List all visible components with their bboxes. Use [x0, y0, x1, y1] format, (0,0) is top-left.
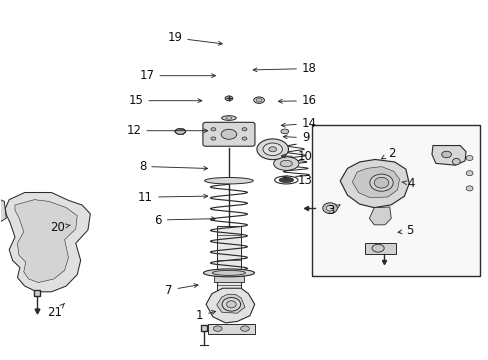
Text: 8: 8	[139, 160, 207, 173]
Text: 7: 7	[165, 284, 198, 297]
Ellipse shape	[369, 174, 392, 191]
Text: 12: 12	[126, 124, 207, 137]
Ellipse shape	[263, 143, 282, 156]
FancyBboxPatch shape	[203, 122, 254, 146]
Ellipse shape	[280, 160, 292, 167]
Ellipse shape	[222, 297, 240, 311]
Ellipse shape	[225, 117, 231, 119]
Ellipse shape	[213, 326, 222, 331]
Ellipse shape	[256, 139, 288, 159]
Ellipse shape	[242, 128, 246, 131]
Text: 4: 4	[401, 177, 414, 190]
Text: 14: 14	[281, 117, 316, 130]
Polygon shape	[5, 193, 90, 292]
Ellipse shape	[226, 301, 236, 308]
Text: 3: 3	[326, 204, 339, 217]
Polygon shape	[15, 200, 77, 283]
Ellipse shape	[371, 244, 384, 252]
Text: 11: 11	[138, 191, 207, 204]
Text: 19: 19	[167, 31, 222, 45]
Polygon shape	[340, 159, 408, 208]
Text: 16: 16	[278, 94, 316, 107]
Ellipse shape	[373, 177, 388, 188]
Bar	[217, 226, 240, 303]
Text: 1: 1	[195, 309, 215, 322]
Ellipse shape	[175, 129, 185, 134]
Polygon shape	[352, 167, 399, 198]
Ellipse shape	[281, 129, 288, 134]
Ellipse shape	[203, 269, 254, 277]
Bar	[214, 276, 243, 282]
Ellipse shape	[441, 151, 450, 158]
Text: 15: 15	[128, 94, 202, 107]
Text: 10: 10	[281, 150, 312, 163]
Ellipse shape	[210, 137, 215, 140]
Ellipse shape	[221, 129, 236, 139]
Ellipse shape	[465, 171, 472, 176]
Text: 5: 5	[397, 224, 412, 237]
Polygon shape	[368, 207, 390, 225]
Ellipse shape	[204, 177, 253, 184]
Ellipse shape	[465, 186, 472, 191]
Polygon shape	[431, 145, 465, 165]
Ellipse shape	[273, 157, 298, 170]
Polygon shape	[216, 294, 244, 313]
Ellipse shape	[212, 270, 245, 275]
Text: 13: 13	[283, 174, 312, 187]
Text: 6: 6	[154, 213, 215, 226]
Polygon shape	[0, 198, 6, 222]
Ellipse shape	[256, 98, 262, 102]
Ellipse shape	[268, 147, 276, 152]
Text: 9: 9	[283, 131, 309, 144]
Text: 17: 17	[139, 69, 215, 82]
Ellipse shape	[325, 205, 333, 211]
Ellipse shape	[451, 158, 459, 165]
Ellipse shape	[279, 177, 293, 183]
Ellipse shape	[224, 96, 232, 101]
Ellipse shape	[274, 176, 297, 184]
Text: 20: 20	[50, 221, 70, 234]
Text: 21: 21	[47, 303, 64, 319]
Polygon shape	[205, 288, 254, 323]
Ellipse shape	[221, 116, 236, 120]
Ellipse shape	[240, 326, 249, 331]
Ellipse shape	[465, 156, 472, 161]
Ellipse shape	[242, 137, 246, 140]
Ellipse shape	[322, 203, 337, 213]
Text: 2: 2	[381, 147, 395, 160]
Polygon shape	[365, 243, 395, 254]
Ellipse shape	[210, 128, 215, 131]
Bar	[207, 324, 254, 334]
Bar	[311, 125, 479, 276]
Ellipse shape	[253, 97, 264, 103]
Text: 18: 18	[253, 62, 316, 75]
